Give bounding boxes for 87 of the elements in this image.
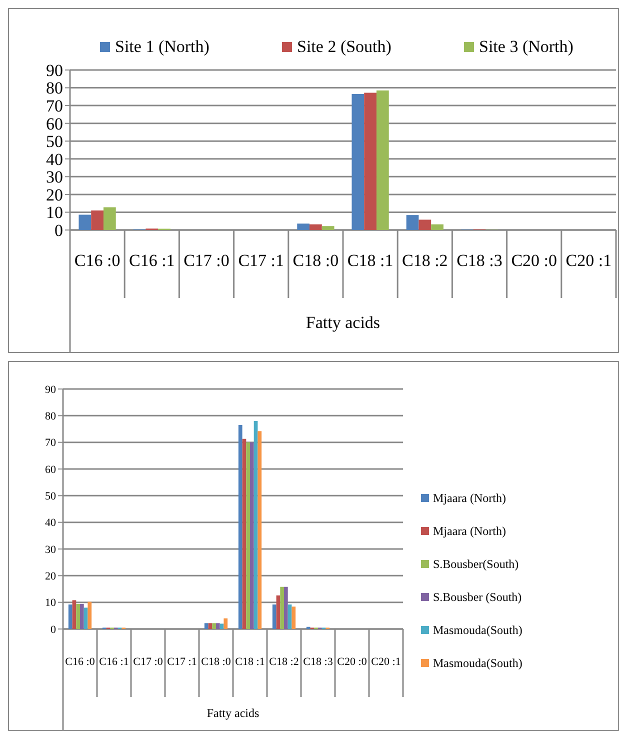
x-tick-label: C16 :0 [74,251,120,270]
y-tick-label: 90 [45,384,56,396]
legend-label: Masmouda(South) [433,656,522,670]
x-tick-label: C18 :2 [402,251,448,270]
legend-label: Site 2 (South) [297,37,392,56]
bar [246,442,250,629]
legend-label: Site 1 (North) [115,37,210,56]
bar [292,606,296,629]
bar [276,595,280,629]
x-tick-label: C17 :0 [133,656,164,668]
y-tick-label: 50 [45,490,56,503]
y-tick-label: 60 [46,114,63,134]
x-tick-label: C16 :0 [65,656,96,668]
y-tick-label: 70 [46,96,63,116]
y-tick-label: 20 [46,185,63,204]
legend-label: Mjaara (North) [433,491,506,505]
bar [238,425,242,629]
legend-label: Mjaara (North) [433,524,506,538]
legend-label: S.Bousber (South) [433,590,522,604]
bar [250,442,254,629]
x-tick-label: C18 :1 [347,251,394,270]
bar [322,226,334,230]
y-tick-label: 0 [50,624,56,636]
bar [208,623,212,629]
x-tick-label: C20 :1 [566,251,612,270]
bar [431,224,444,230]
bar [406,215,419,230]
y-tick-label: 60 [45,464,56,476]
bar [88,602,92,629]
y-tick-label: 40 [46,150,63,169]
x-axis-title: Fatty acids [306,313,380,332]
x-tick-label: C18 :3 [456,251,502,270]
y-tick-label: 70 [45,437,56,450]
x-tick-label: C16 :1 [128,251,175,270]
legend-label: Masmouda(South) [433,623,522,637]
x-axis-title: Fatty acids [206,706,260,720]
bar [254,421,258,629]
legend-label: S.Bousber(South) [433,557,519,571]
bar [68,604,72,629]
y-tick-label: 10 [45,597,56,610]
y-tick-label: 40 [45,517,56,530]
bar [72,600,76,629]
bar [418,220,432,230]
bar [272,604,276,629]
bar [212,623,216,629]
x-tick-label: C17 :1 [167,656,197,668]
x-tick-label: C20 :1 [371,656,401,668]
bar [204,623,208,629]
x-tick-label: C18 :1 [235,656,265,668]
y-tick-label: 50 [46,132,63,152]
bar [280,586,284,629]
y-tick-label: 0 [54,220,63,240]
y-tick-label: 10 [46,203,63,222]
bar [103,207,116,230]
bar [91,210,104,230]
bar [80,604,84,629]
y-tick-label: 80 [45,410,56,423]
bar [310,224,322,230]
bar [224,618,228,629]
x-tick-label: C20 :0 [337,656,368,668]
bar [364,92,376,230]
bar [284,586,288,629]
bar [376,90,389,230]
y-tick-label: 20 [45,570,56,583]
bar [216,623,220,629]
bar [352,94,364,230]
bar [76,604,80,629]
bar [84,608,88,629]
x-tick-label: C18 :0 [201,656,232,668]
bar [258,431,262,629]
legend-label: Site 3 (North) [479,37,574,56]
bar [78,214,92,230]
x-tick-label: C18 :2 [269,656,299,668]
bar [297,224,310,230]
y-tick-label: 30 [45,544,56,556]
y-tick-label: 30 [46,168,63,187]
bar [288,604,292,629]
bar [220,624,224,629]
y-tick-label: 90 [46,60,63,80]
bar [242,438,246,629]
x-tick-label: C17 :0 [184,251,230,270]
y-tick-label: 80 [46,78,63,98]
x-tick-label: C20 :0 [511,251,558,270]
x-tick-label: C17 :1 [238,251,284,270]
x-tick-label: C18 :3 [303,656,334,668]
x-tick-label: C18 :0 [292,251,339,270]
x-tick-label: C16 :1 [99,656,129,668]
